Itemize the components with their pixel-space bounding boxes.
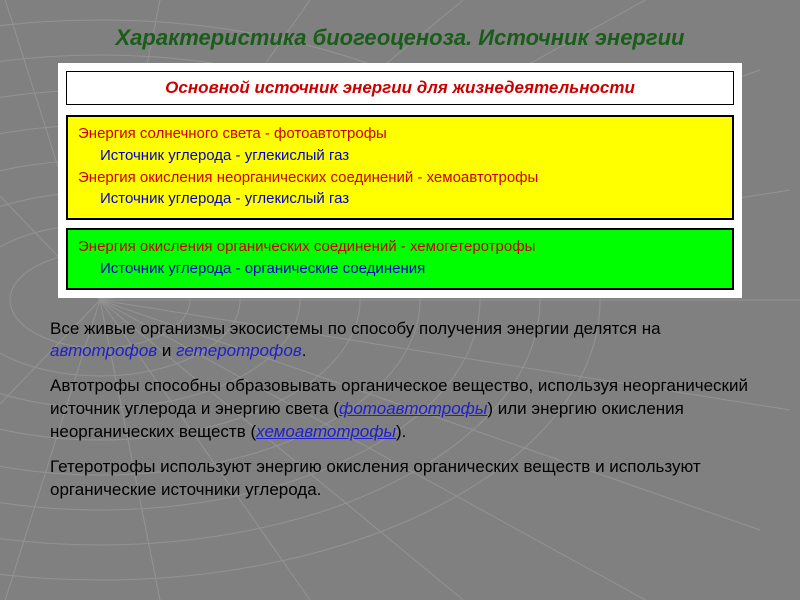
- slide-title: Характеристика биогеоценоза. Источник эн…: [50, 25, 750, 51]
- slide-content: Характеристика биогеоценоза. Источник эн…: [0, 0, 800, 534]
- autotroph-box: Энергия солнечного света - фотоавтотрофы…: [66, 115, 734, 220]
- paragraph-3: Гетеротрофы используют энергию окисления…: [50, 456, 750, 502]
- carbon-line: Источник углерода - углекислый газ: [78, 145, 722, 167]
- energy-line: Энергия окисления неорганических соедине…: [78, 167, 722, 189]
- energy-line: Энергия окисления органических соединени…: [78, 236, 722, 258]
- term-photoautotroph: фотоавтотрофы: [339, 399, 487, 418]
- heterotroph-box: Энергия окисления органических соединени…: [66, 228, 734, 290]
- energy-line: Энергия солнечного света - фотоавтотрофы: [78, 123, 722, 145]
- carbon-line: Источник углерода - углекислый газ: [78, 188, 722, 210]
- diagram-header: Основной источник энергии для жизнедеяте…: [66, 71, 734, 105]
- paragraph-2: Автотрофы способны образовывать органиче…: [50, 375, 750, 444]
- energy-diagram: Основной источник энергии для жизнедеяте…: [58, 63, 742, 298]
- carbon-line: Источник углерода - органические соедине…: [78, 258, 722, 280]
- term-autotroph: автотрофов: [50, 341, 157, 360]
- term-heterotroph: гетеротрофов: [176, 341, 302, 360]
- term-chemoautotroph: хемоавтотрофы: [256, 422, 396, 441]
- body-text: Все живые организмы экосистемы по способ…: [50, 318, 750, 503]
- paragraph-1: Все живые организмы экосистемы по способ…: [50, 318, 750, 364]
